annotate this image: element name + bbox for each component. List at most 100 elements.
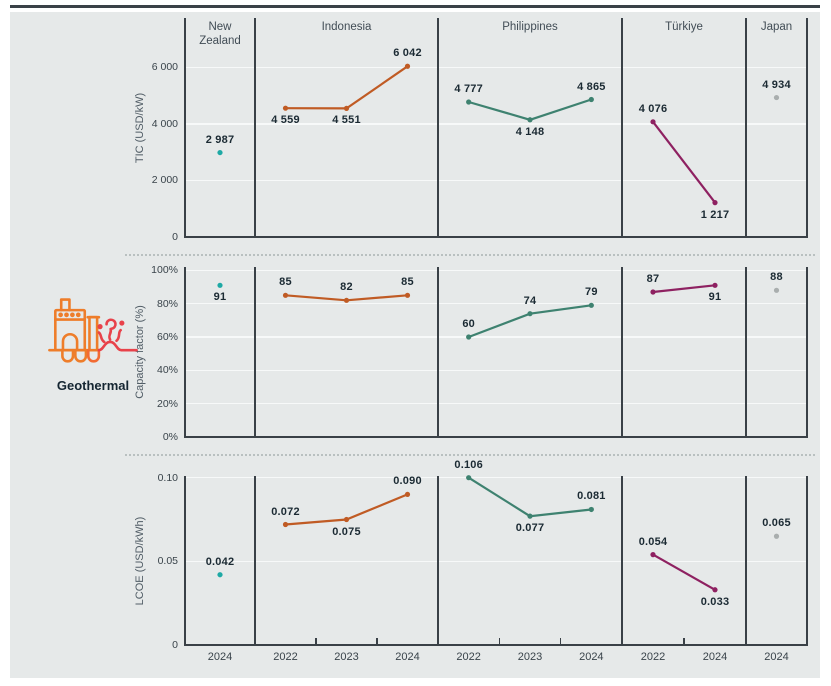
point-value-label: 79 xyxy=(585,286,598,299)
x-axis-line xyxy=(184,236,808,238)
point-value-label: 0.054 xyxy=(638,535,668,548)
chart-background xyxy=(10,12,820,678)
point-value-label: 85 xyxy=(401,276,414,289)
tic-series-2 xyxy=(282,63,411,111)
lcoe-series-4 xyxy=(650,552,718,593)
x-minor-tick xyxy=(315,638,317,645)
y-tick-label: 80% xyxy=(156,297,178,310)
lcoe-series-2 xyxy=(282,491,411,528)
y-tick-label: 0% xyxy=(162,431,178,443)
country-header: Indonesia xyxy=(321,21,372,33)
data-point xyxy=(404,63,411,69)
y-tick-label: 2 000 xyxy=(151,174,178,187)
data-point xyxy=(712,282,718,288)
gridline xyxy=(185,476,807,479)
x-axis-line xyxy=(184,644,808,646)
y-tick-label: 60% xyxy=(156,331,178,343)
x-year-label: 2022 xyxy=(456,651,481,663)
data-point xyxy=(217,282,223,288)
gridline xyxy=(185,179,807,182)
capacity_factor-series-2 xyxy=(282,292,411,303)
point-value-label: 2 987 xyxy=(205,133,235,146)
point-value-label: 4 076 xyxy=(638,102,668,115)
y-tick-label: 0 xyxy=(172,639,178,651)
y-tick-label: 40% xyxy=(156,364,178,377)
trend-line xyxy=(285,65,409,110)
point-value-label: 0.065 xyxy=(762,517,791,530)
point-value-label: 4 551 xyxy=(332,114,361,127)
y-tick-label: 100% xyxy=(151,264,178,277)
panel-separator-line xyxy=(254,18,256,238)
data-point xyxy=(527,513,533,519)
x-year-label: 2023 xyxy=(517,651,543,663)
x-minor-tick xyxy=(498,638,501,645)
point-value-label: 0.072 xyxy=(271,505,300,518)
point-value-label: 82 xyxy=(340,281,353,294)
y-tick-label: 4 000 xyxy=(151,117,178,130)
y-axis-title: TIC (USD/kW) xyxy=(134,92,146,163)
country-header: Türkiye xyxy=(665,21,703,33)
point-value-label: 0.077 xyxy=(515,522,545,535)
point-value-label: 91 xyxy=(213,291,227,304)
x-year-label: 2023 xyxy=(334,651,359,663)
gridline xyxy=(185,123,807,125)
gridline xyxy=(185,66,807,69)
country-header: Philippines xyxy=(502,21,558,33)
point-value-label: 88 xyxy=(770,271,783,284)
panel-separator-line xyxy=(806,476,808,646)
panel-separator-line xyxy=(254,267,256,438)
data-point xyxy=(404,491,411,498)
data-point xyxy=(527,117,533,123)
point-value-label: 0.106 xyxy=(454,458,483,471)
x-minor-tick xyxy=(376,638,378,645)
point-value-label: 0.081 xyxy=(577,490,606,503)
data-point xyxy=(527,311,533,317)
tic-series-1 xyxy=(217,149,223,156)
country-header: Japan xyxy=(760,21,793,33)
panel-separator-line xyxy=(254,476,256,646)
y-tick-label: 0.05 xyxy=(157,555,178,568)
panel-separator-line xyxy=(437,18,439,238)
trend-line xyxy=(468,98,592,121)
data-point xyxy=(588,96,594,103)
data-point xyxy=(466,475,472,481)
figure-top-rule xyxy=(10,5,820,8)
lcoe-series-5 xyxy=(773,533,780,539)
capacity_factor-series-1 xyxy=(217,282,223,288)
point-value-label: 6 042 xyxy=(393,47,422,60)
point-value-label: 4 559 xyxy=(271,114,300,127)
tic-series-5 xyxy=(773,94,780,101)
x-year-label: 2024 xyxy=(764,651,789,663)
panel-separator-line xyxy=(184,267,186,438)
gridline xyxy=(185,269,807,272)
data-point xyxy=(466,99,472,105)
point-value-label: 1 217 xyxy=(700,208,730,221)
data-point xyxy=(217,572,223,578)
trend-line xyxy=(652,553,716,591)
tic-series-3 xyxy=(466,96,594,123)
country-header: New Zealand xyxy=(199,21,241,47)
point-value-label: 74 xyxy=(523,294,537,307)
x-year-label: 2022 xyxy=(640,651,666,663)
data-point xyxy=(217,149,223,156)
panel-separator-line xyxy=(806,267,808,438)
x-year-label: 2022 xyxy=(273,651,298,663)
y-tick-label: 0 xyxy=(172,231,178,243)
panel-separator-line xyxy=(745,18,747,238)
gridline xyxy=(185,369,807,372)
point-value-label: 91 xyxy=(708,291,722,304)
gridline xyxy=(185,336,807,338)
data-point xyxy=(343,516,350,523)
panel-separator-line xyxy=(437,476,439,646)
data-point xyxy=(282,105,289,111)
point-value-label: 0.090 xyxy=(393,475,422,488)
x-axis-line xyxy=(184,436,808,438)
data-point xyxy=(650,552,656,558)
data-point xyxy=(466,334,472,340)
data-point xyxy=(588,506,594,513)
lcoe-series-1 xyxy=(217,572,223,578)
point-value-label: 4 148 xyxy=(515,125,545,138)
data-point xyxy=(773,533,780,539)
data-point xyxy=(588,302,594,308)
data-point xyxy=(282,521,289,528)
